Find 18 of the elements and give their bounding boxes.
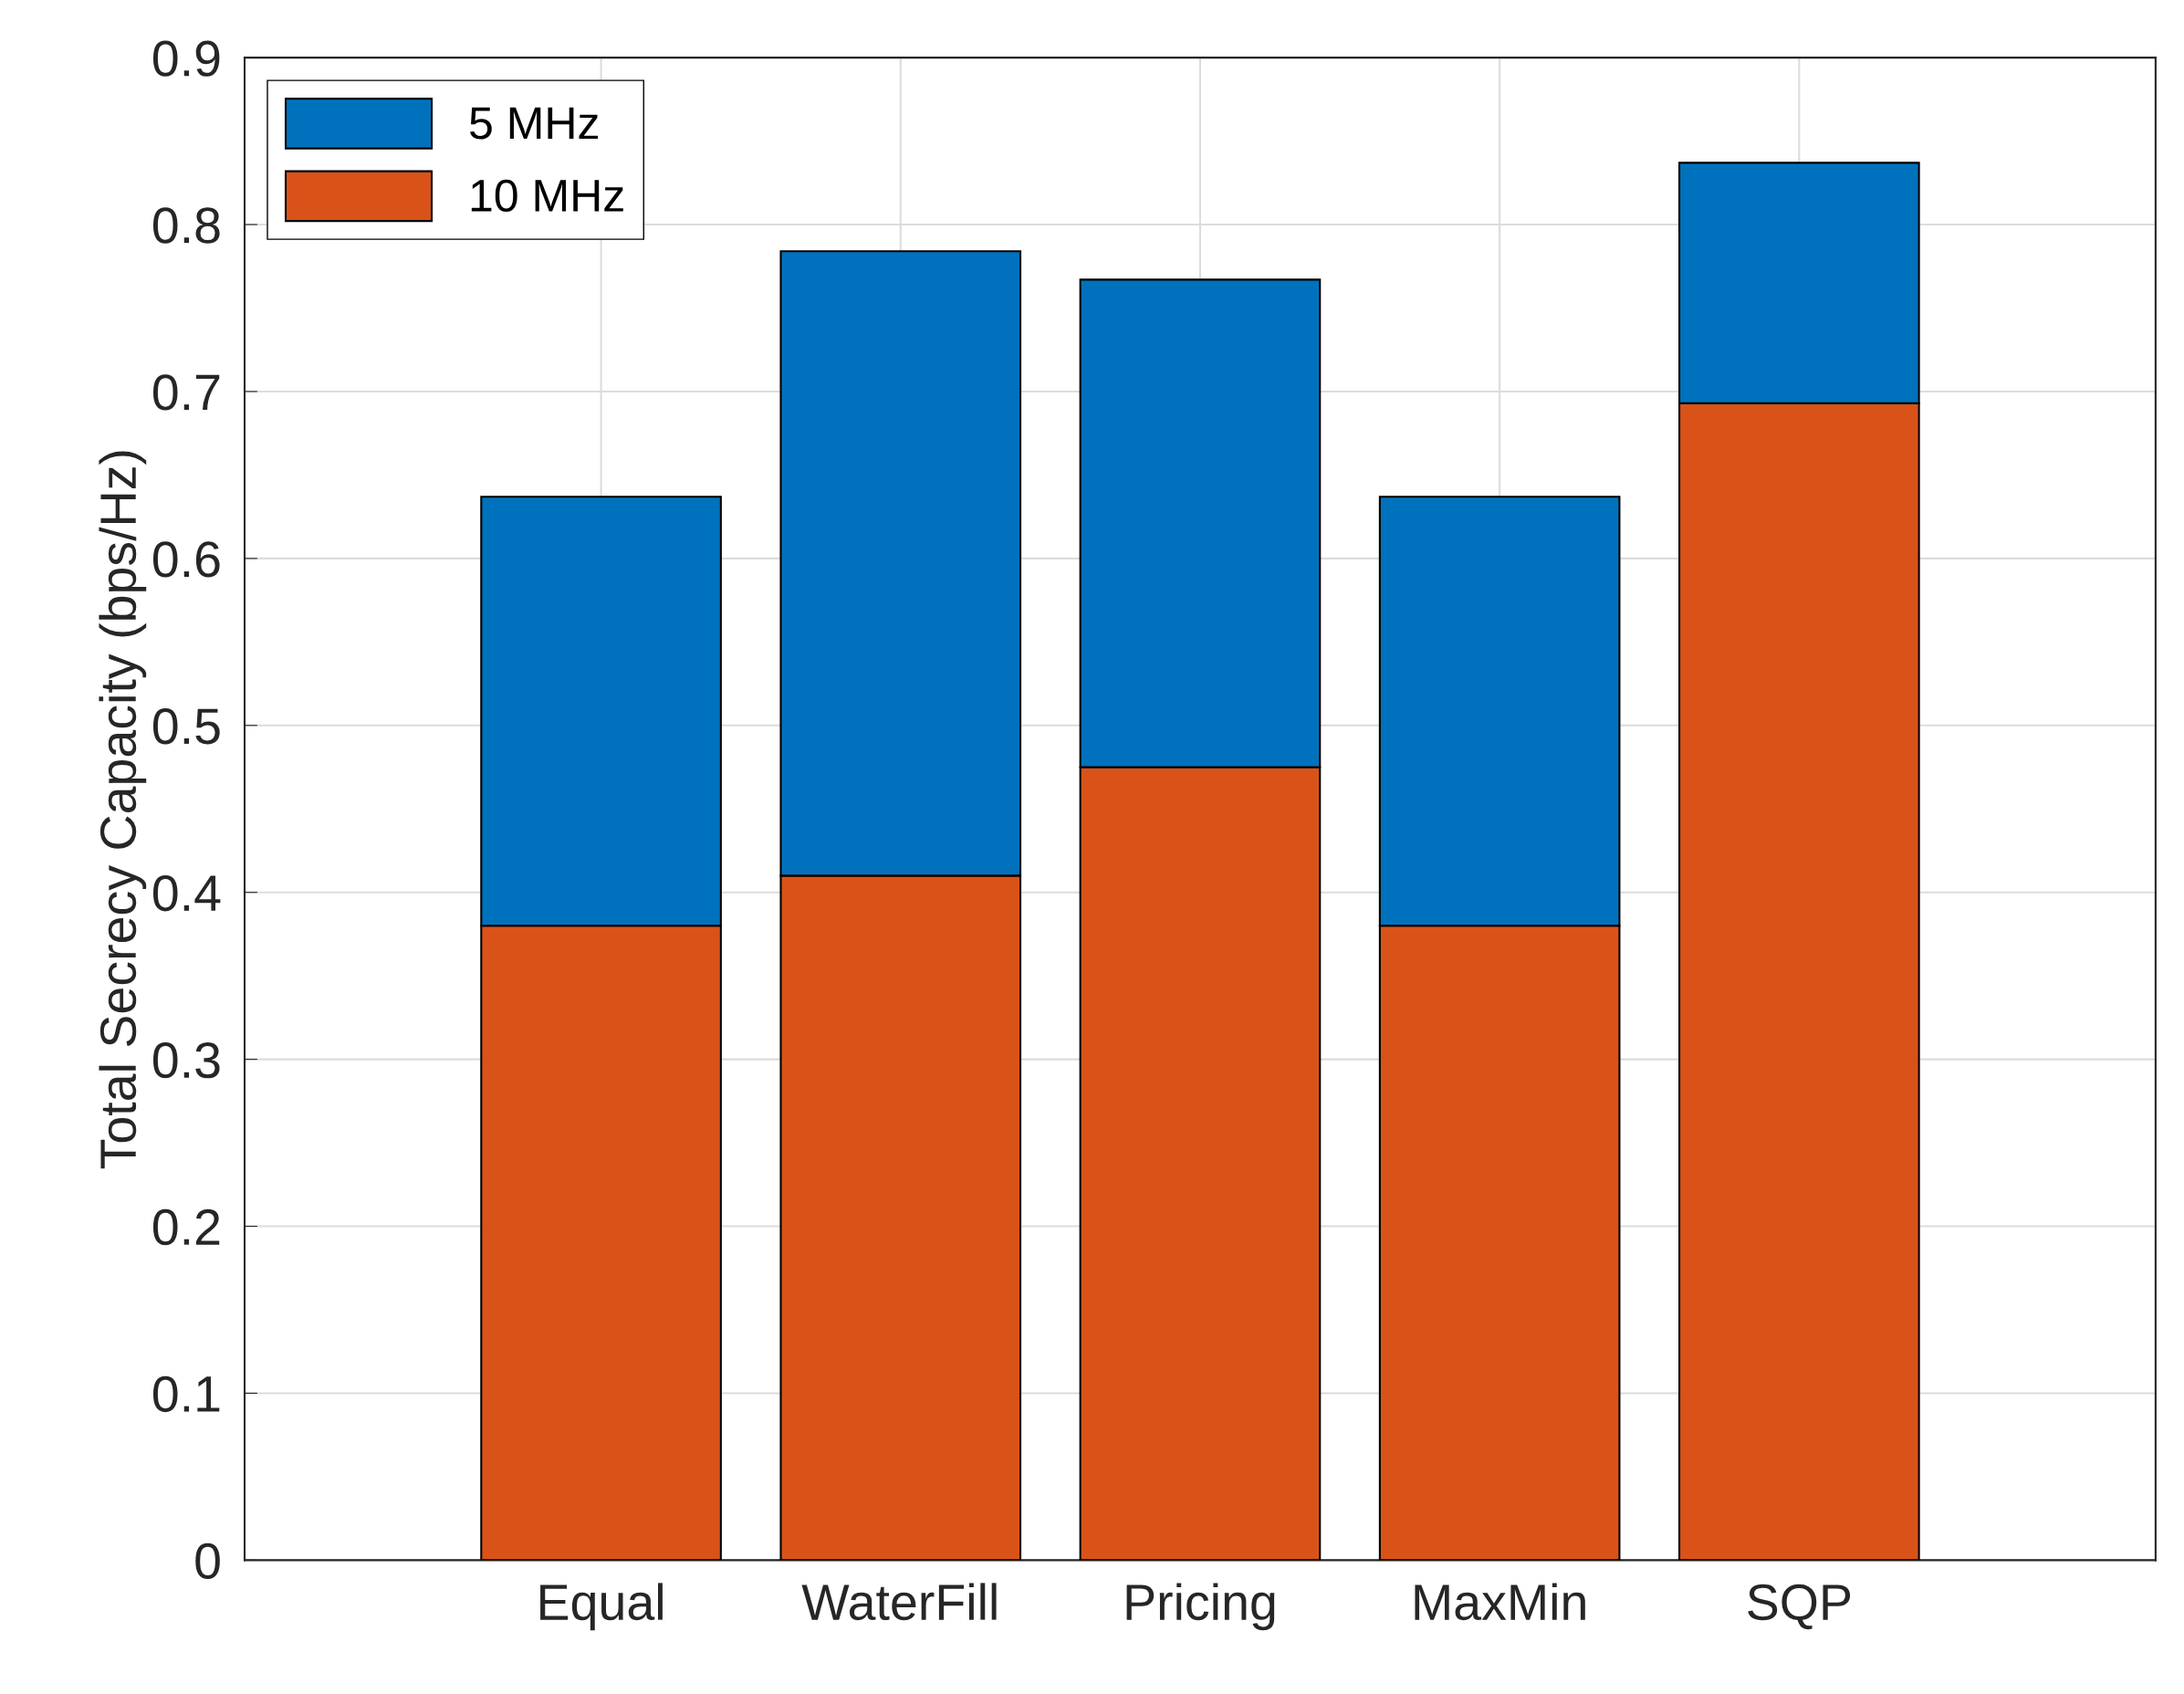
x-tick-label: WaterFill: [801, 1583, 997, 1621]
y-tick-label: 0.1: [152, 1375, 220, 1413]
y-tick-label: 0.2: [152, 1208, 220, 1246]
y-axis-title: Total Secrecy Capacity (bps/Hz): [99, 451, 147, 1169]
x-tick-label: Pricing: [1126, 1583, 1275, 1631]
x-tick-label: MaxMin: [1415, 1583, 1585, 1621]
y-tick-label: 0.5: [152, 708, 220, 745]
x-tick-label: Equal: [540, 1583, 663, 1631]
legend-label: 10 MHz: [471, 179, 623, 213]
y-tick-label: 0.4: [152, 875, 221, 912]
y-tick-label: 0.9: [152, 40, 220, 77]
y-tick-label: 0.3: [152, 1041, 220, 1079]
y-tick-label: 0.8: [152, 207, 220, 244]
y-tick-label: 0.6: [152, 541, 220, 578]
y-tick-label: 0.7: [152, 374, 220, 411]
legend-label: 5 MHz: [470, 107, 598, 140]
x-tick-label: SQP: [1748, 1584, 1851, 1630]
y-tick-label: 0: [195, 1542, 220, 1580]
